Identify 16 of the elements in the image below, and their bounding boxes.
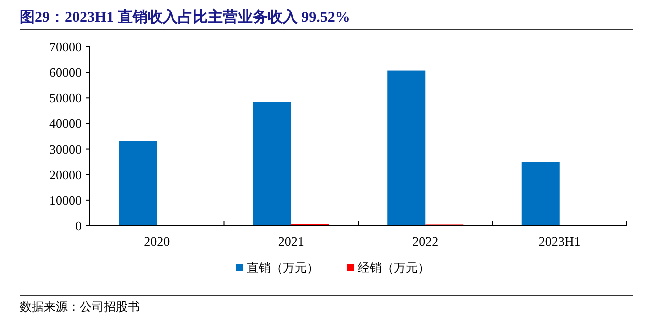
x-tick-label: 2022 [412,234,439,249]
x-tick-label: 2023H1 [538,234,581,249]
y-tick-label: 50000 [50,90,82,106]
y-tick-label: 70000 [50,40,82,54]
x-tick-label: 2021 [278,234,304,249]
y-tick-label: 30000 [50,142,82,157]
y-tick-label: 40000 [50,116,82,132]
source-note: 数据来源：公司招股书 [20,300,140,314]
y-tick-label: 10000 [50,192,82,208]
legend-label: 经销（万元） [358,261,430,275]
x-tick-label: 2020 [144,234,170,249]
legend-label: 直销（万元） [247,261,319,275]
y-tick-label: 0 [76,218,82,234]
y-tick-label: 20000 [50,167,82,182]
y-tick-label: 60000 [50,65,82,80]
chart-title: 图29：2023H1 直销收入占比主营业务收入 99.52% [20,8,350,26]
